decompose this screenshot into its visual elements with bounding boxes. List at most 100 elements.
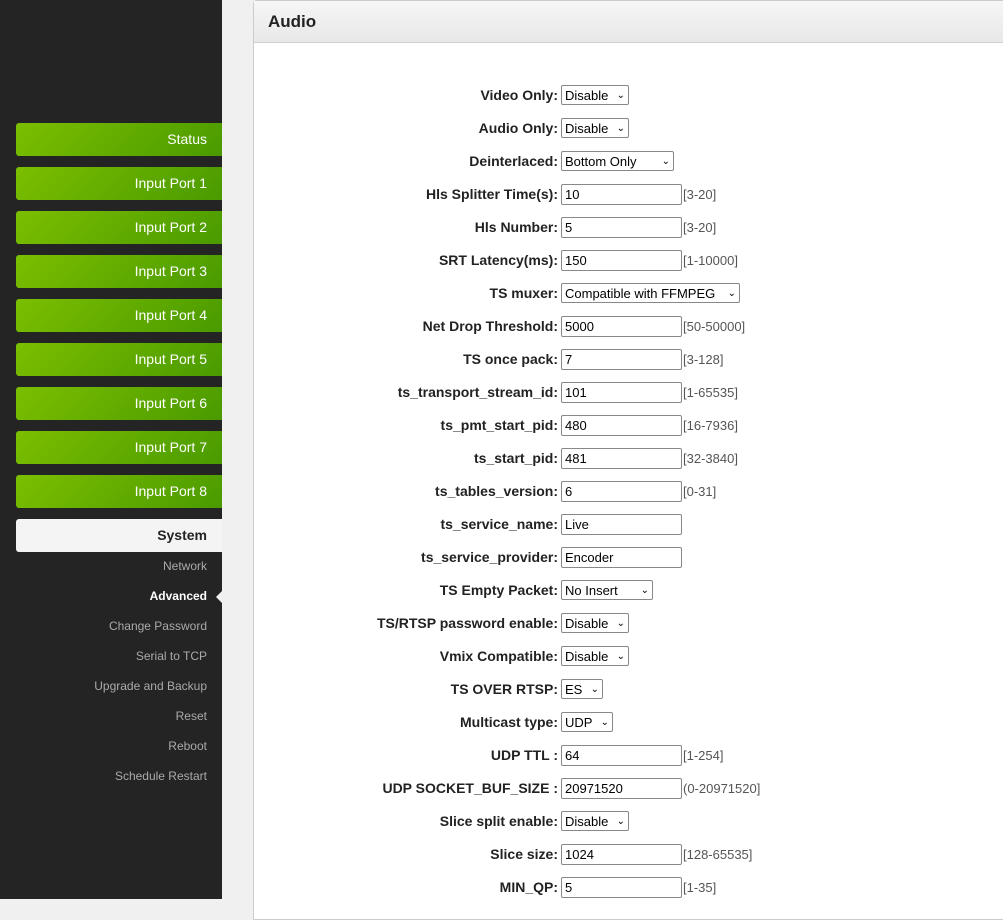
select-value: Compatible with FFMPEG bbox=[565, 286, 716, 301]
field-select[interactable]: Disable ⌄ bbox=[561, 613, 629, 633]
form-row: TS muxer: Compatible with FFMPEG ⌄ bbox=[254, 283, 1003, 305]
field-input[interactable]: 64 bbox=[561, 745, 682, 766]
field-input[interactable]: 5 bbox=[561, 217, 682, 238]
sidebar-item-reboot[interactable]: Reboot bbox=[168, 739, 207, 753]
sidebar-system-button[interactable]: System bbox=[16, 519, 222, 552]
field-label: ts_service_provider: bbox=[421, 549, 558, 565]
select-value: Bottom Only bbox=[565, 154, 637, 169]
field-range-hint: [3-128] bbox=[683, 352, 724, 367]
sidebar-button-input-port-1[interactable]: Input Port 1 bbox=[16, 167, 222, 200]
form-row: ts_transport_stream_id: 101 [1-65535] bbox=[254, 382, 1003, 404]
field-label: Hls Splitter Time(s): bbox=[426, 186, 558, 202]
form-row: Slice size: 1024 [128-65535] bbox=[254, 844, 1003, 866]
field-input[interactable]: 6 bbox=[561, 481, 682, 502]
field-input[interactable]: 20971520 bbox=[561, 778, 682, 799]
select-value: Disable bbox=[565, 121, 609, 136]
field-label: ts_start_pid: bbox=[473, 450, 558, 466]
sidebar-button-status[interactable]: Status bbox=[16, 123, 222, 156]
field-input[interactable]: 5000 bbox=[561, 316, 682, 337]
chevron-down-icon: ⌄ bbox=[727, 288, 736, 299]
field-range-hint: [50-50000] bbox=[683, 319, 746, 334]
field-select[interactable]: Disable ⌄ bbox=[561, 811, 629, 831]
field-input[interactable]: 10 bbox=[561, 184, 682, 205]
form-row: Net Drop Threshold: 5000 [50-50000] bbox=[254, 316, 1003, 338]
field-label: ts_transport_stream_id: bbox=[397, 384, 558, 400]
field-input[interactable]: Live bbox=[561, 514, 682, 535]
form-row: ts_service_name: Live bbox=[254, 514, 1003, 536]
field-label: Slice size: bbox=[490, 846, 558, 862]
field-input[interactable]: 480 bbox=[561, 415, 682, 436]
field-label: ts_service_name: bbox=[440, 516, 558, 532]
field-input[interactable]: 481 bbox=[561, 448, 682, 469]
field-label: Video Only: bbox=[480, 87, 558, 103]
sidebar-item-upgrade-and-backup[interactable]: Upgrade and Backup bbox=[94, 679, 207, 693]
sidebar-button-input-port-5[interactable]: Input Port 5 bbox=[16, 343, 222, 376]
field-select[interactable]: Disable ⌄ bbox=[561, 85, 629, 105]
active-indicator-arrow-icon bbox=[216, 591, 222, 603]
field-range-hint: [1-65535] bbox=[683, 385, 738, 400]
select-value: ES bbox=[565, 682, 583, 697]
field-select[interactable]: UDP ⌄ bbox=[561, 712, 613, 732]
select-value: Disable bbox=[565, 814, 609, 829]
sidebar-item-change-password[interactable]: Change Password bbox=[108, 619, 207, 633]
form-row: Deinterlaced: Bottom Only ⌄ bbox=[254, 151, 1003, 173]
sidebar-item-schedule-restart[interactable]: Schedule Restart bbox=[114, 769, 207, 783]
field-label: TS Empty Packet: bbox=[439, 582, 558, 598]
field-label: ts_pmt_start_pid: bbox=[440, 417, 558, 433]
chevron-down-icon: ⌄ bbox=[616, 618, 625, 629]
chevron-down-icon: ⌄ bbox=[616, 123, 625, 134]
field-range-hint: (0-20971520] bbox=[683, 781, 761, 796]
field-input[interactable]: 7 bbox=[561, 349, 682, 370]
field-label: TS OVER RTSP: bbox=[450, 681, 558, 697]
sidebar-button-input-port-7[interactable]: Input Port 7 bbox=[16, 431, 222, 464]
sidebar-item-network[interactable]: Network bbox=[162, 559, 207, 573]
form-row: ts_start_pid: 481 [32-3840] bbox=[254, 448, 1003, 470]
sidebar: Status Input Port 1 Input Port 2 Input Port… bbox=[0, 0, 222, 899]
field-input[interactable]: Encoder bbox=[561, 547, 682, 568]
sidebar-button-input-port-2[interactable]: Input Port 2 bbox=[16, 211, 222, 244]
chevron-down-icon: ⌄ bbox=[590, 684, 599, 695]
field-select[interactable]: No Insert ⌄ bbox=[561, 580, 653, 600]
form-row: Slice split enable: Disable ⌄ bbox=[254, 811, 1003, 833]
chevron-down-icon: ⌄ bbox=[616, 651, 625, 662]
sidebar-button-input-port-6[interactable]: Input Port 6 bbox=[16, 387, 222, 420]
sidebar-button-input-port-4[interactable]: Input Port 4 bbox=[16, 299, 222, 332]
field-range-hint: [32-3840] bbox=[683, 451, 738, 466]
form-row: ts_tables_version: 6 [0-31] bbox=[254, 481, 1003, 503]
field-select[interactable]: Disable ⌄ bbox=[561, 118, 629, 138]
sidebar-button-input-port-8[interactable]: Input Port 8 bbox=[16, 475, 222, 508]
field-select[interactable]: Compatible with FFMPEG ⌄ bbox=[561, 283, 740, 303]
field-select[interactable]: Disable ⌄ bbox=[561, 646, 629, 666]
field-label: Deinterlaced: bbox=[469, 153, 558, 169]
sidebar-item-serial-to-tcp[interactable]: Serial to TCP bbox=[135, 649, 207, 663]
field-label: Net Drop Threshold: bbox=[422, 318, 558, 334]
form-row: TS OVER RTSP: ES ⌄ bbox=[254, 679, 1003, 701]
select-value: Disable bbox=[565, 649, 609, 664]
chevron-down-icon: ⌄ bbox=[616, 90, 625, 101]
select-value: UDP bbox=[565, 715, 593, 730]
form-row: SRT Latency(ms): 150 [1-10000] bbox=[254, 250, 1003, 272]
field-label: Vmix Compatible: bbox=[439, 648, 558, 664]
field-range-hint: [3-20] bbox=[683, 220, 717, 235]
sidebar-button-input-port-3[interactable]: Input Port 3 bbox=[16, 255, 222, 288]
field-input[interactable]: 150 bbox=[561, 250, 682, 271]
field-input[interactable]: 101 bbox=[561, 382, 682, 403]
form-row: UDP TTL :64 [1-254] bbox=[254, 745, 1003, 767]
select-value: Disable bbox=[565, 88, 609, 103]
field-select[interactable]: ES ⌄ bbox=[561, 679, 603, 699]
sidebar-item-reset[interactable]: Reset bbox=[175, 709, 207, 723]
chevron-down-icon: ⌄ bbox=[640, 585, 649, 596]
sidebar-item-advanced[interactable]: Advanced bbox=[149, 589, 207, 603]
field-select[interactable]: Bottom Only ⌄ bbox=[561, 151, 674, 171]
chevron-down-icon: ⌄ bbox=[661, 156, 670, 167]
field-label: Slice split enable: bbox=[439, 813, 558, 829]
field-label: ts_tables_version: bbox=[435, 483, 558, 499]
panel-title: Audio bbox=[254, 1, 1003, 43]
form-row: Hls Splitter Time(s): 10 [3-20] bbox=[254, 184, 1003, 206]
field-input[interactable]: 5 bbox=[561, 877, 682, 898]
select-value: Disable bbox=[565, 616, 609, 631]
field-label: SRT Latency(ms): bbox=[438, 252, 558, 268]
field-label: Multicast type: bbox=[459, 714, 558, 730]
field-input[interactable]: 1024 bbox=[561, 844, 682, 865]
field-label: UDP TTL : bbox=[490, 747, 558, 763]
